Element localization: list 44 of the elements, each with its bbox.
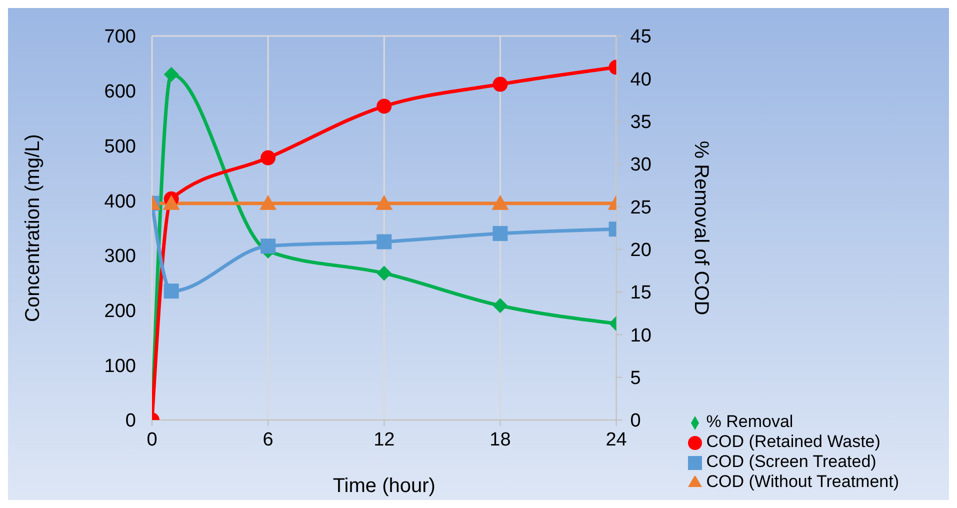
y2-tick-label: 35	[630, 112, 652, 134]
point	[492, 194, 509, 210]
point	[376, 98, 392, 114]
point	[260, 194, 277, 210]
y2-tick-label: 5	[630, 368, 641, 390]
y2-axis-title: % Removal of COD	[690, 140, 712, 316]
point	[164, 284, 179, 299]
y-tick-label: 0	[125, 410, 136, 432]
point	[376, 234, 392, 250]
y-tick-label: 100	[104, 356, 136, 377]
point	[376, 194, 393, 210]
x-tick-label: 18	[490, 429, 511, 450]
y-tick-label: 700	[104, 26, 136, 48]
x-tick-label: 24	[606, 429, 628, 450]
legend-label: COD (Screen Treated)	[706, 452, 876, 471]
y2-tick-label: 0	[630, 410, 641, 432]
y2-tick-label: 10	[630, 325, 652, 346]
x-tick-label: 12	[374, 429, 395, 450]
y-tick-label: 300	[104, 246, 136, 268]
point	[260, 238, 276, 254]
point	[492, 76, 508, 92]
y2-tick-label: 15	[630, 282, 652, 304]
y-tick-label: 400	[104, 191, 136, 212]
point	[376, 266, 392, 281]
y-axis-title: Concentration (mg/L)	[22, 134, 44, 322]
y2-tick-label: 25	[630, 197, 652, 218]
y2-tick-label: 45	[630, 26, 652, 48]
x-axis-title: Time (hour)	[332, 475, 436, 497]
legend-label: % Removal	[706, 412, 794, 431]
x-tick-label: 0	[146, 429, 158, 450]
point	[164, 66, 179, 82]
x-tick-label: 6	[262, 429, 274, 450]
point	[162, 194, 180, 210]
y2-tick-label: 20	[630, 240, 652, 262]
y-tick-label: 600	[104, 82, 136, 103]
point	[260, 150, 276, 166]
y-tick-label: 200	[104, 301, 136, 322]
y-tick-label: 500	[104, 136, 136, 158]
legend-label: COD (Retained Waste)	[706, 432, 880, 451]
legend-label: COD (Without Treatment)	[706, 472, 899, 491]
point	[492, 226, 508, 241]
point	[492, 298, 508, 314]
y2-tick-label: 30	[630, 154, 652, 176]
y2-tick-label: 40	[630, 69, 652, 90]
